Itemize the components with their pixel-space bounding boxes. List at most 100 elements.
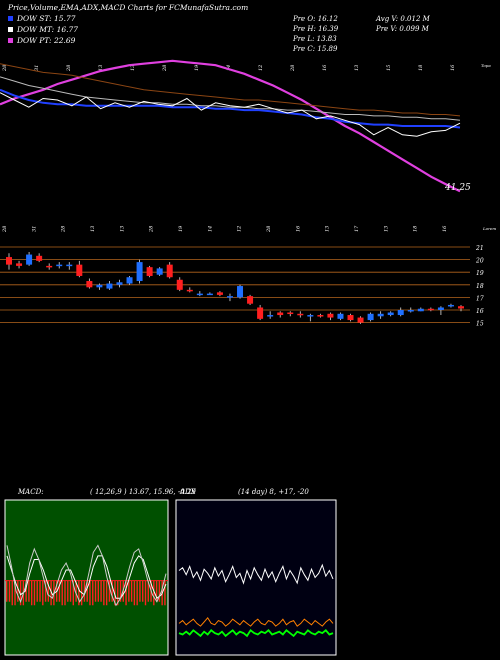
candle-body <box>397 310 404 316</box>
macd-histogram-bar <box>17 580 19 602</box>
adx-series-plus-di <box>178 628 334 638</box>
macd-histogram-bar <box>89 580 91 606</box>
candle-body <box>327 313 334 318</box>
price-tick-label: 17 <box>476 295 484 302</box>
candle-body <box>437 307 444 310</box>
candle-body <box>417 308 424 312</box>
candle-body <box>156 268 163 275</box>
price-date-label: 16 <box>295 225 301 232</box>
candle-body <box>66 264 73 267</box>
legend-label: DOW ST: 15.77 <box>16 14 76 23</box>
macd-histogram-bar <box>75 580 77 602</box>
macd-histogram-bar <box>133 580 136 606</box>
macd-histogram-bar <box>8 580 11 602</box>
price-tick-label: 18 <box>476 283 484 290</box>
macd-histogram-bar <box>164 580 166 606</box>
candle-body <box>46 265 53 268</box>
price-tick-label: 20 <box>475 258 484 265</box>
ema-date-label: 15 <box>386 65 392 71</box>
candle-body <box>216 292 223 295</box>
macd-title: MACD: <box>17 488 44 496</box>
candle-body <box>106 283 113 289</box>
macd-histogram-bar <box>44 580 47 602</box>
candle-body <box>176 279 183 290</box>
price-date-label: 28 <box>266 226 272 233</box>
stat-prev-low: Pre L: 13.83 <box>292 35 337 43</box>
candle-body <box>407 310 414 312</box>
legend-swatch <box>8 16 13 21</box>
macd-background <box>4 499 169 656</box>
candle-body <box>387 312 394 316</box>
candle-body <box>377 313 384 317</box>
price-date-label: 16 <box>442 225 448 232</box>
adx-title: ADX <box>179 488 197 496</box>
adx-params: (14 day) 8, +17, -20 <box>238 488 309 496</box>
candle-body <box>146 267 153 276</box>
macd-histogram-bar <box>97 580 100 602</box>
price-tick-label: 21 <box>475 245 484 252</box>
candle-body <box>267 315 274 317</box>
stat-prev-open: Pre O: 16.12 <box>292 15 338 23</box>
adx-panel <box>175 499 337 656</box>
macd-histogram-bar <box>130 580 133 602</box>
candle-body <box>136 262 143 282</box>
adx-panel-header: ADX (14 day) 8, +17, -20 <box>179 488 309 496</box>
macd-params: ( 12,26,9 ) 13.67, 15.96, -0.29 <box>90 488 196 496</box>
macd-histogram-bar <box>136 580 138 606</box>
ema-series-long-ema <box>0 59 461 193</box>
macd-histogram-bar <box>28 580 30 602</box>
legend-label: DOW PT: 22.69 <box>16 36 76 45</box>
macd-histogram-bar <box>119 580 122 602</box>
candle-body <box>347 315 354 321</box>
macd-histogram-bar <box>19 580 22 606</box>
macd-histogram-bar <box>14 580 16 606</box>
price-date-label: 28 <box>149 226 155 233</box>
macd-histogram-bar <box>78 580 80 606</box>
ema-date-label: 13 <box>354 65 360 71</box>
ema-series-short-ema <box>0 88 461 129</box>
candle-body <box>297 313 304 316</box>
price-date-label: 14 <box>207 226 213 232</box>
price-panel: Lorem 28 31 28 13 13 28 19 14 12 28 16 13 17 13 18 16 21 2… <box>0 225 496 328</box>
candle-body <box>427 308 434 311</box>
ema-date-label: 28 <box>290 65 296 72</box>
macd-histogram-bar <box>30 580 33 606</box>
adx-series-adx <box>178 563 334 585</box>
candle-body <box>166 264 173 278</box>
macd-histogram-bar <box>144 580 147 606</box>
ema-value-label: 41.25 <box>444 183 471 193</box>
price-tick-label: 15 <box>476 321 484 328</box>
price-date-label: 28 <box>2 226 8 233</box>
candle-body <box>186 289 193 292</box>
price-tick-label: 16 <box>476 308 484 315</box>
macd-histogram-bar <box>58 580 61 602</box>
legend-swatch <box>8 27 13 32</box>
ema-panel: Topa 28 31 28 13 13 28 19 14 12 28 16 13 15 18 16 41.25 <box>0 59 491 193</box>
price-date-label: 13 <box>90 226 96 232</box>
candle-body <box>247 296 254 304</box>
macd-histogram-bar <box>86 580 88 602</box>
price-date-label: 18 <box>413 226 419 232</box>
candle-body <box>226 296 233 298</box>
price-date-label: 19 <box>178 225 184 232</box>
candle-body <box>26 254 33 265</box>
macd-histogram-bar <box>111 580 113 602</box>
candle-body <box>447 304 454 307</box>
adx-series-minus-di <box>178 616 334 627</box>
macd-histogram-bar <box>47 580 50 602</box>
macd-histogram-bar <box>108 580 111 602</box>
stat-prev-close: Pre C: 15.89 <box>292 45 338 53</box>
candle-body <box>56 264 63 267</box>
legend-swatch <box>8 38 13 43</box>
macd-histogram-bar <box>114 580 116 606</box>
macd-line <box>6 544 167 607</box>
ema-series-price <box>0 92 461 137</box>
candle-body <box>196 293 203 296</box>
macd-histogram-bar <box>92 580 94 606</box>
ema-series-medium-ema <box>0 63 461 117</box>
price-date-label: 31 <box>31 226 37 232</box>
macd-histogram-bar <box>39 580 41 602</box>
macd-histogram-bar <box>153 580 155 606</box>
adx-background <box>175 499 337 656</box>
ema-date-label: 12 <box>258 65 264 71</box>
